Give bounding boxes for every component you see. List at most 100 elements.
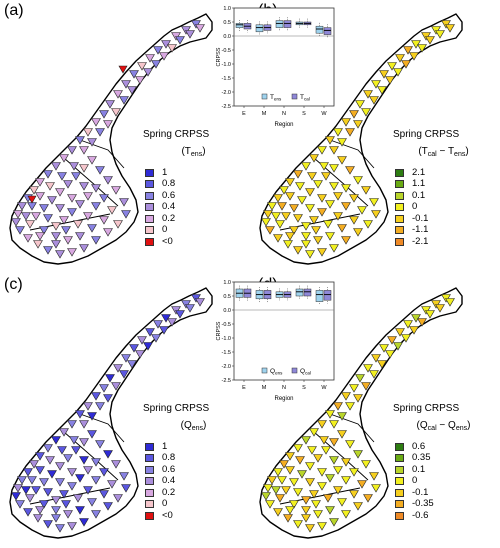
station-marker xyxy=(309,490,319,499)
station-marker xyxy=(387,62,397,71)
station-marker xyxy=(305,478,315,487)
x-tick-label: M xyxy=(262,111,267,117)
station-marker xyxy=(91,392,101,401)
station-marker xyxy=(273,508,283,517)
plot-legend-main: T xyxy=(300,94,304,101)
station-marker xyxy=(103,394,113,403)
station-marker xyxy=(103,502,113,511)
panel-b: (b) Spring CRPSS(Tcal − Tens)2.11.10.10-… xyxy=(250,0,500,274)
station-marker xyxy=(301,436,311,445)
station-marker xyxy=(325,136,335,145)
station-marker xyxy=(107,206,117,215)
station-marker xyxy=(121,354,131,363)
station-marker xyxy=(43,488,53,497)
station-marker xyxy=(71,172,81,181)
station-marker xyxy=(293,488,303,497)
station-marker xyxy=(301,222,311,231)
legend-subtitle-part: T xyxy=(421,146,428,157)
plot-legend-sub: ens xyxy=(274,97,282,102)
station-marker xyxy=(127,360,137,369)
station-marker xyxy=(103,176,113,185)
station-marker xyxy=(345,440,355,449)
station-marker xyxy=(349,194,359,203)
legend-swatch xyxy=(145,237,154,246)
legend-subtitle-part: ens xyxy=(455,425,468,432)
station-marker xyxy=(119,198,129,207)
station-marker xyxy=(279,186,289,195)
station-marker xyxy=(91,236,101,245)
legend-value: 0.4 xyxy=(162,201,176,213)
station-marker xyxy=(321,446,331,455)
station-marker xyxy=(395,328,405,337)
legend-subtitle-part: T xyxy=(447,146,455,157)
station-marker xyxy=(83,128,93,137)
station-marker xyxy=(325,506,335,515)
station-marker xyxy=(325,232,335,241)
station-marker xyxy=(151,334,161,343)
station-marker xyxy=(145,54,155,63)
station-marker xyxy=(319,436,329,445)
station-marker xyxy=(275,494,285,503)
station-marker xyxy=(325,474,335,483)
station-marker xyxy=(293,214,303,223)
station-marker xyxy=(301,496,311,505)
x-tick-label: E xyxy=(242,111,246,117)
panel-letter: (c) xyxy=(4,276,23,293)
station-marker xyxy=(119,472,129,481)
station-marker xyxy=(301,514,311,523)
station-marker xyxy=(357,206,367,215)
legend-item: 0.2 xyxy=(145,487,246,499)
station-marker xyxy=(317,482,327,491)
legend-subtitle-part: Q xyxy=(448,420,456,431)
station-marker xyxy=(103,120,113,129)
station-marker xyxy=(341,510,351,519)
plot-legend-sub: cal xyxy=(305,371,311,376)
station-marker xyxy=(43,170,53,179)
x-tick-label: N xyxy=(282,111,286,117)
station-marker xyxy=(55,188,65,197)
x-tick-label: M xyxy=(262,385,267,391)
station-marker xyxy=(99,216,109,225)
station-marker xyxy=(341,236,351,245)
legend-swatch xyxy=(145,180,154,189)
legend-swatch xyxy=(145,226,154,235)
station-marker xyxy=(341,118,351,127)
station-marker xyxy=(271,212,281,221)
station-marker xyxy=(91,510,101,519)
region-border xyxy=(329,139,375,169)
station-marker xyxy=(353,502,363,511)
y-tick-label: 0.5 xyxy=(223,294,231,300)
station-marker xyxy=(273,234,283,243)
station-marker xyxy=(285,452,295,461)
station-marker xyxy=(57,172,67,181)
region-border xyxy=(79,413,125,443)
station-marker xyxy=(377,86,387,95)
plot-legend-main: T xyxy=(270,94,274,101)
station-marker xyxy=(261,492,271,501)
region-border xyxy=(329,413,375,443)
station-marker xyxy=(79,518,89,527)
station-marker xyxy=(29,186,39,195)
legend-value: 0 xyxy=(162,224,168,236)
station-marker xyxy=(79,182,89,191)
legend-item: 1.1 xyxy=(395,179,496,191)
station-marker xyxy=(75,474,85,483)
legend-subtitle-part: cal xyxy=(427,151,437,158)
x-tick-label: S xyxy=(302,111,306,117)
legend: Spring CRPSS (Qcal − Qens) 0.6 0.35 0.1 0 -0.1… xyxy=(391,402,496,522)
station-marker xyxy=(265,226,275,235)
station-marker xyxy=(79,456,89,465)
station-marker xyxy=(137,62,147,71)
station-marker xyxy=(75,136,85,145)
station-marker xyxy=(15,226,25,235)
station-marker xyxy=(309,154,319,163)
station-marker xyxy=(341,184,351,193)
station-marker xyxy=(91,184,101,193)
station-marker xyxy=(43,520,53,529)
station-marker xyxy=(333,192,343,201)
y-axis-label: CRPSS xyxy=(216,47,222,66)
panel-c: (c) Spring CRPSS (Qens) 1 0.8 0.6 0.4 0.2 0 <0 xyxy=(0,274,250,548)
x-axis-label: Region xyxy=(274,396,293,402)
station-marker xyxy=(317,248,327,257)
legend-item: 0.35 xyxy=(395,453,496,465)
